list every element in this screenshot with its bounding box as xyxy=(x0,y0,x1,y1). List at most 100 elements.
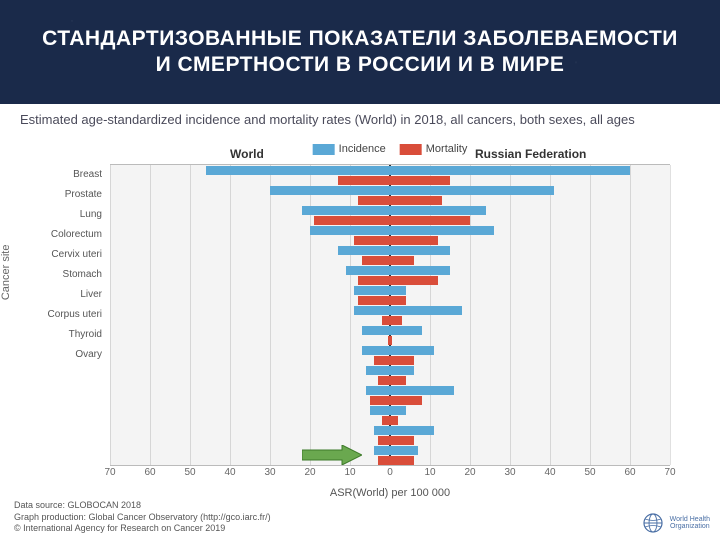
x-tick-label: 70 xyxy=(664,467,675,478)
bar-mortality xyxy=(390,216,470,225)
x-ticks: 70605040302010010203040506070 xyxy=(110,467,670,481)
bar-mortality xyxy=(390,296,406,305)
bar-incidence xyxy=(390,286,406,295)
slide: СТАНДАРТИЗОВАННЫЕ ПОКАЗАТЕЛИ ЗАБОЛЕВАЕМО… xyxy=(0,0,720,540)
bar-incidence xyxy=(362,326,390,335)
bar-mortality xyxy=(378,436,390,445)
title-band: СТАНДАРТИЗОВАННЫЕ ПОКАЗАТЕЛИ ЗАБОЛЕВАЕМО… xyxy=(0,0,720,104)
bar-incidence xyxy=(390,346,434,355)
category-label: Lung xyxy=(80,210,102,220)
bar-mortality xyxy=(370,396,390,405)
bar-mortality xyxy=(390,316,402,325)
gridline xyxy=(270,165,271,465)
bar-mortality xyxy=(390,236,438,245)
bar-mortality xyxy=(390,416,398,425)
bar-mortality xyxy=(382,416,390,425)
legend-item-mortality: Mortality xyxy=(400,143,468,155)
bar-mortality xyxy=(390,196,442,205)
x-tick-label: 70 xyxy=(104,467,115,478)
gridline xyxy=(630,165,631,465)
x-tick-label: 40 xyxy=(544,467,555,478)
bar-mortality xyxy=(390,356,414,365)
category-label: Prostate xyxy=(65,190,102,200)
category-label: Breast xyxy=(73,170,102,180)
x-tick-label: 60 xyxy=(624,467,635,478)
legend: Incidence Mortality xyxy=(313,143,468,155)
bar-mortality xyxy=(390,276,438,285)
bar-incidence xyxy=(366,386,390,395)
x-tick-label: 30 xyxy=(264,467,275,478)
category-label: Stomach xyxy=(63,270,102,280)
x-tick-label: 30 xyxy=(504,467,515,478)
bar-mortality xyxy=(358,196,390,205)
bar-mortality xyxy=(390,336,392,345)
gridline xyxy=(670,165,671,465)
bar-incidence xyxy=(390,406,406,415)
bar-incidence xyxy=(206,166,390,175)
bar-incidence xyxy=(354,286,390,295)
x-tick-label: 10 xyxy=(344,467,355,478)
gridline xyxy=(150,165,151,465)
x-tick-label: 40 xyxy=(224,467,235,478)
swatch-incidence xyxy=(313,144,335,155)
gridline xyxy=(590,165,591,465)
x-tick-label: 50 xyxy=(584,467,595,478)
bar-incidence xyxy=(390,226,494,235)
column-header-rf: Russian Federation xyxy=(475,147,586,161)
category-label: Cervix uteri xyxy=(51,250,102,260)
bar-mortality xyxy=(382,316,390,325)
category-label: Thyroid xyxy=(69,330,102,340)
x-axis-label: ASR(World) per 100 000 xyxy=(330,487,450,499)
bar-mortality xyxy=(390,176,450,185)
x-tick-label: 0 xyxy=(387,467,393,478)
gridline xyxy=(110,165,111,465)
credits: Data source: GLOBOCAN 2018 Graph product… xyxy=(14,500,271,534)
bar-incidence xyxy=(390,426,434,435)
credit-line: © International Agency for Research on C… xyxy=(14,523,271,534)
bar-incidence xyxy=(390,386,454,395)
gridline xyxy=(190,165,191,465)
bar-incidence xyxy=(354,306,390,315)
credit-line: Data source: GLOBOCAN 2018 xyxy=(14,500,271,511)
credit-line: Graph production: Global Cancer Observat… xyxy=(14,512,271,523)
slide-title: СТАНДАРТИЗОВАННЫЕ ПОКАЗАТЕЛИ ЗАБОЛЕВАЕМО… xyxy=(40,26,680,79)
bar-incidence xyxy=(310,226,390,235)
bar-mortality xyxy=(390,376,406,385)
category-label: Liver xyxy=(80,290,102,300)
bar-incidence xyxy=(302,206,390,215)
gridline xyxy=(550,165,551,465)
who-label: World HealthOrganization xyxy=(670,516,710,531)
bar-mortality xyxy=(362,256,390,265)
who-label-bottom: Organization xyxy=(670,523,710,530)
bar-incidence xyxy=(390,446,418,455)
bar-incidence xyxy=(270,186,390,195)
bar-incidence xyxy=(370,406,390,415)
category-label: Corpus uteri xyxy=(48,310,102,320)
who-label-top: World Health xyxy=(670,516,710,523)
swatch-mortality xyxy=(400,144,422,155)
highlight-arrow-icon xyxy=(302,445,362,465)
bar-incidence xyxy=(390,326,422,335)
bar-incidence xyxy=(390,366,414,375)
chart-subtitle: Estimated age-standardized incidence and… xyxy=(20,112,700,127)
legend-incidence-label: Incidence xyxy=(339,143,386,155)
bar-incidence xyxy=(390,206,486,215)
bar-mortality xyxy=(390,456,414,465)
y-axis-label: Cancer site xyxy=(0,245,12,301)
legend-mortality-label: Mortality xyxy=(426,143,468,155)
legend-item-incidence: Incidence xyxy=(313,143,386,155)
bar-mortality xyxy=(390,436,414,445)
who-logo-block: World HealthOrganization xyxy=(642,512,710,534)
category-label: Colorectum xyxy=(51,230,102,240)
bar-incidence xyxy=(346,266,390,275)
bar-incidence xyxy=(338,246,390,255)
bar-mortality xyxy=(338,176,390,185)
chart-panel: Estimated age-standardized incidence and… xyxy=(0,104,720,540)
category-label: Ovary xyxy=(75,350,102,360)
bar-incidence xyxy=(390,166,630,175)
x-tick-label: 20 xyxy=(464,467,475,478)
bar-mortality xyxy=(390,256,414,265)
x-tick-label: 50 xyxy=(184,467,195,478)
bar-incidence xyxy=(362,346,390,355)
bar-mortality xyxy=(358,276,390,285)
